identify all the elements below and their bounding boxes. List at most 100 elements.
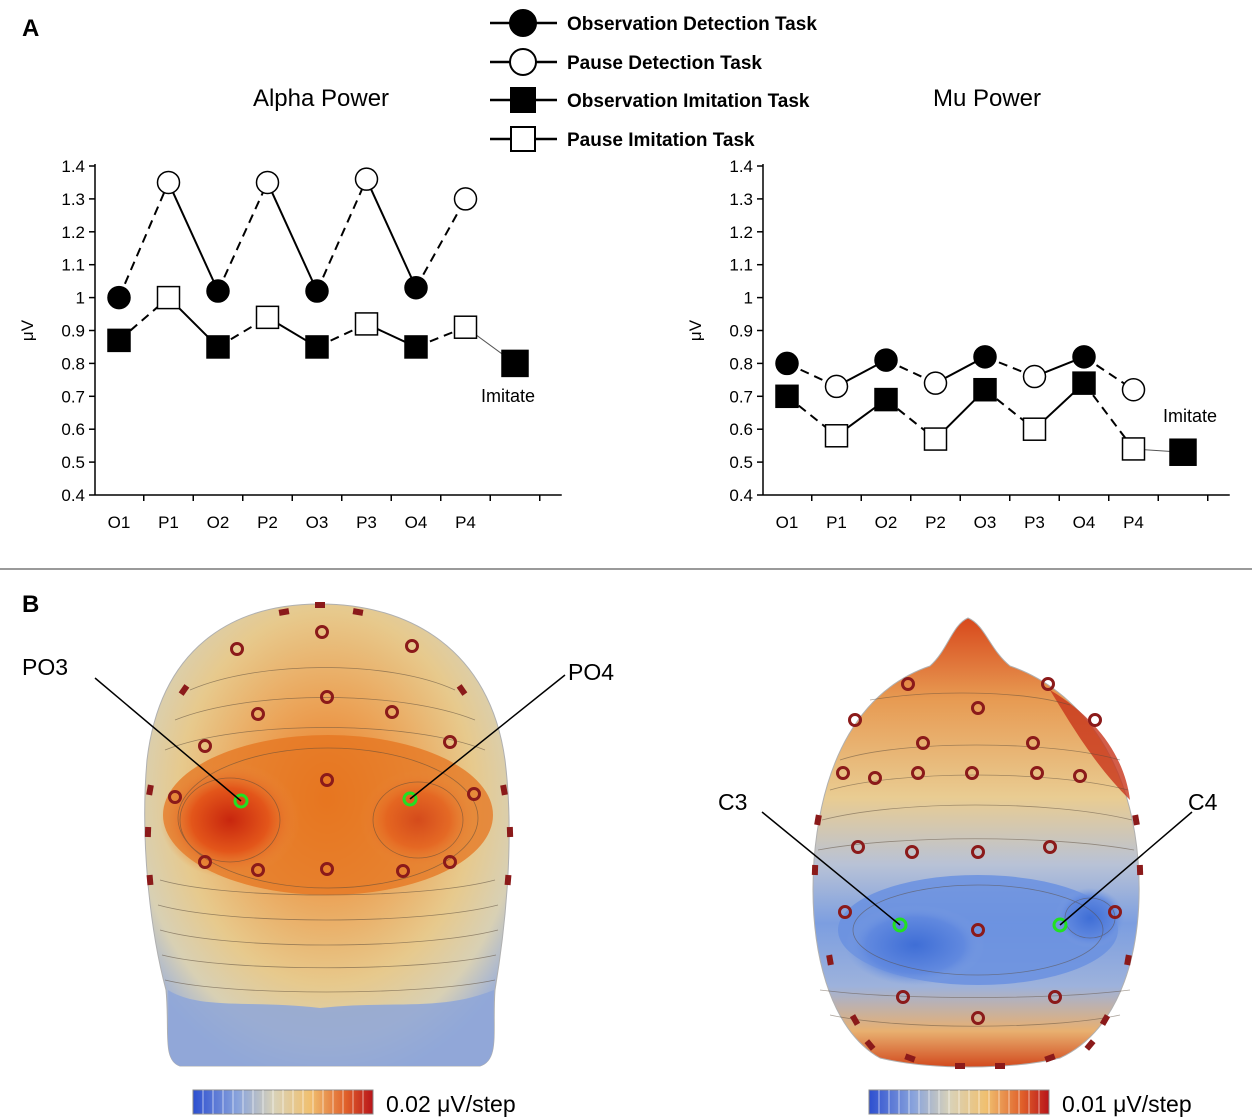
legend-label: Pause Detection Task (567, 53, 762, 74)
series-line-segment (365, 178, 417, 289)
edge-electrode-marker (1044, 1053, 1056, 1063)
x-tick-label: P3 (356, 513, 377, 532)
observation-detection-point (973, 345, 997, 369)
electrode-marker (198, 739, 212, 753)
x-tick-label: O4 (1073, 513, 1096, 532)
electrode-marker (971, 701, 985, 715)
y-tick-label: 1.2 (61, 223, 85, 242)
coolspot-left (845, 905, 985, 985)
chart-title-alpha: Alpha Power (253, 85, 389, 112)
edge-electrode-marker (864, 1039, 876, 1051)
observation-imitation-point (107, 328, 131, 353)
pause-detection-point (923, 371, 948, 395)
electrode-label-po3: PO3 (22, 654, 68, 680)
legend-marker-open-square (510, 126, 536, 152)
x-tick-label: P4 (1123, 513, 1144, 532)
legend-item-pause-imitation: Pause Imitation Task (490, 126, 755, 152)
x-tick-label: P3 (1024, 513, 1045, 532)
edge-electrode-marker (1132, 814, 1140, 826)
edge-electrode-marker (146, 874, 154, 886)
electrode-marker (1088, 713, 1102, 727)
x-tick-label: P2 (925, 513, 946, 532)
electrode-marker (251, 707, 265, 721)
legend-item-observation-imitation: Observation Imitation Task (490, 87, 810, 113)
legend-item-observation-detection: Observation Detection Task (490, 9, 817, 37)
observation-detection-point (206, 279, 230, 303)
observation-detection-point (107, 285, 131, 310)
legend-marker-filled-square (510, 87, 536, 113)
electrode-marker (838, 905, 852, 919)
edge-electrode-marker (1099, 1014, 1111, 1026)
electrode-markers (811, 677, 1144, 1069)
pause-detection-point (1022, 364, 1047, 389)
y-tick-label: 0.5 (61, 453, 85, 472)
y-tick-label: 1.3 (61, 190, 85, 209)
legend-label: Observation Imitation Task (567, 91, 810, 112)
edge-electrode-marker (1124, 954, 1132, 966)
edge-electrode-marker (456, 684, 468, 696)
pause-imitation-point (255, 305, 280, 330)
edge-electrode-marker (811, 864, 819, 876)
observation-imitation-point (1072, 371, 1096, 395)
legend-label: Observation Detection Task (567, 14, 817, 35)
observation-imitation-point (874, 387, 898, 412)
observation-imitation-point (973, 377, 997, 402)
electrode-markers (144, 602, 514, 886)
color-scale-steps (878, 1090, 1040, 1114)
topomap-alpha: PO3 PO4 0.02 μV/step (22, 602, 614, 1117)
x-tick-label: P2 (257, 513, 278, 532)
label-pointer-c3 (761, 811, 901, 926)
y-axis-label: μV (686, 319, 705, 341)
edge-electrode-marker (504, 874, 512, 886)
observation-imitation-point (404, 335, 428, 359)
series-line-segment (266, 182, 318, 292)
pause-imitation-point (1022, 417, 1047, 441)
legend-marker-filled-circle (509, 9, 537, 37)
electrode-marker (1030, 766, 1044, 780)
electrode-marker (911, 766, 925, 780)
edge-electrode-marker (278, 608, 290, 616)
y-axis-label: μV (18, 319, 37, 341)
pause-detection-point (255, 170, 280, 195)
x-tick-label: O3 (974, 513, 997, 532)
electrode-label-c3: C3 (718, 789, 747, 815)
electrode-marker (1043, 840, 1057, 854)
electrode-marker (1048, 990, 1062, 1004)
electrode-label-po4: PO4 (568, 659, 614, 685)
contour-lines (157, 667, 499, 993)
electrode-marker (385, 705, 399, 719)
pause-imitation-point (453, 315, 478, 339)
y-tick-label: 0.7 (61, 387, 85, 406)
series-line-segment (118, 296, 170, 342)
electrode-marker (443, 855, 457, 869)
y-tick-label: 1.2 (729, 223, 753, 242)
imitate-label: Imitate (481, 386, 535, 406)
pause-detection-point (453, 187, 478, 211)
electrode-marker (916, 736, 930, 750)
observation-detection-point (1072, 345, 1096, 369)
y-tick-label: 1.1 (61, 256, 85, 275)
series-line-segment (415, 198, 467, 289)
alpha-power-chart: 0.4 0.5 0.6 0.7 0.8 0.9 1 1.1 1.2 1.3 1.4 O1 P1 O2 P2 O… (18, 157, 562, 532)
series-line-segment (217, 182, 269, 292)
pause-imitation-point (156, 285, 181, 310)
pause-detection-point (156, 170, 181, 195)
warm-edge-right (1050, 690, 1130, 800)
electrode-marker (198, 855, 212, 869)
electrode-marker (320, 773, 334, 787)
y-tick-label: 0.9 (729, 322, 753, 341)
electrode-marker (1041, 677, 1055, 691)
pause-detection-point (824, 374, 849, 399)
edge-electrode-marker (500, 784, 508, 796)
topomap-mu: C3 C4 0.01 μV/step (718, 617, 1218, 1117)
label-pointer-po4 (409, 674, 566, 800)
electrode-marker (251, 863, 265, 877)
electrode-highlight-c3 (892, 917, 908, 933)
panel-label-a: A (22, 15, 39, 42)
legend-item-pause-detection: Pause Detection Task (490, 48, 762, 76)
electrode-marker (320, 690, 334, 704)
edge-electrode-marker (178, 684, 190, 696)
electrode-marker (971, 923, 985, 937)
series-line-segment (316, 178, 368, 292)
